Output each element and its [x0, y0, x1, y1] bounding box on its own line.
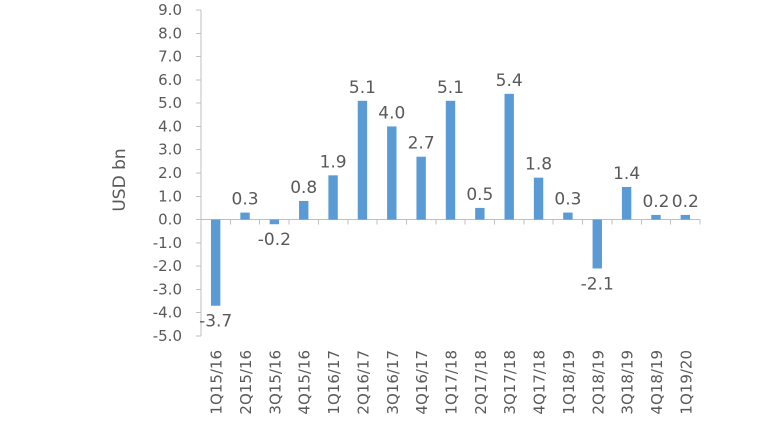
data-label: 0.8	[290, 178, 317, 198]
bar	[621, 186, 632, 220]
bar	[680, 214, 691, 220]
bar	[357, 100, 368, 220]
x-category-label: 1Q18/19	[560, 350, 578, 415]
y-tick-label: 4.0	[158, 117, 182, 135]
x-category-label: 1Q16/17	[325, 350, 343, 415]
x-category-label: 3Q18/19	[619, 350, 637, 415]
data-label: -2.1	[581, 274, 614, 294]
data-label: -0.2	[258, 230, 291, 250]
data-label: 0.2	[642, 192, 669, 212]
bar	[240, 212, 250, 220]
bar-series	[210, 93, 691, 306]
data-label: 5.1	[349, 78, 376, 98]
data-label: 0.3	[232, 190, 259, 210]
bar	[563, 212, 573, 220]
x-category-label: 4Q18/19	[648, 350, 666, 415]
y-tick-label: 1.0	[158, 187, 182, 205]
bar	[592, 219, 602, 269]
bar	[328, 175, 338, 220]
bar	[416, 156, 426, 220]
x-category-label: 2Q18/19	[589, 350, 607, 415]
data-labels: -3.70.3-0.20.81.95.14.02.75.10.55.41.80.…	[199, 71, 699, 332]
data-label: 5.1	[437, 78, 464, 98]
bar	[475, 207, 485, 220]
data-label: 0.3	[554, 190, 581, 210]
bar	[651, 214, 661, 220]
y-tick-label: 6.0	[158, 71, 182, 89]
bar	[210, 219, 221, 306]
data-label: 1.9	[320, 152, 347, 172]
bar	[387, 126, 397, 220]
x-category-label: 2Q17/18	[472, 350, 490, 415]
data-label: 5.4	[496, 71, 523, 91]
data-label: 0.5	[466, 185, 493, 205]
y-axis-ticks: -5.0 -4.0 -3.0 -2.0 -1.0 0.0 1.0 2.0 3.0 4.0 5.0 6.…	[153, 1, 701, 345]
y-tick-label: 5.0	[158, 94, 182, 112]
y-tick-label: 0.0	[158, 211, 182, 229]
y-tick-label: 8.0	[158, 24, 182, 42]
data-label: 2.7	[408, 134, 435, 154]
y-tick-label: -3.0	[153, 280, 182, 298]
x-category-label: 3Q16/17	[384, 350, 402, 415]
data-label: 4.0	[378, 103, 405, 123]
x-category-label: 4Q15/16	[296, 350, 314, 415]
y-tick-label: 3.0	[158, 141, 182, 159]
x-category-label: 1Q17/18	[443, 350, 461, 415]
y-tick-label: 2.0	[158, 164, 182, 182]
bar	[504, 93, 514, 220]
y-tick-label: -1.0	[153, 234, 182, 252]
x-category-label: 2Q15/16	[237, 350, 255, 415]
x-category-label: 1Q19/20	[677, 350, 695, 415]
x-category-label: 3Q15/16	[266, 350, 284, 415]
y-tick-label: 7.0	[158, 48, 182, 66]
x-category-label: 4Q17/18	[531, 350, 549, 415]
x-category-label: 1Q15/16	[208, 350, 226, 415]
bar	[269, 219, 280, 225]
y-tick-label: 9.0	[158, 1, 182, 19]
data-label: 1.4	[613, 164, 640, 184]
data-label: 0.2	[672, 192, 699, 212]
bar	[445, 100, 456, 220]
x-category-label: 3Q17/18	[501, 350, 519, 415]
bar	[533, 177, 544, 220]
y-tick-label: -5.0	[153, 327, 182, 345]
bar	[299, 200, 309, 220]
y-axis-title: USD bn	[110, 148, 130, 211]
data-label: -3.7	[199, 312, 232, 332]
x-category-label: 4Q16/17	[413, 350, 431, 415]
data-label: 1.8	[525, 155, 552, 175]
x-axis-category-labels: 1Q15/16 2Q15/16 3Q15/16 4Q15/16 1Q16/17 2Q16/…	[208, 350, 696, 415]
x-category-label: 2Q16/17	[354, 350, 372, 415]
y-tick-label: -4.0	[153, 304, 182, 322]
y-tick-label: -2.0	[153, 257, 182, 275]
